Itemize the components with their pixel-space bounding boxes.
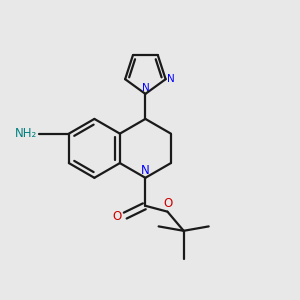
Text: N: N <box>141 164 150 176</box>
Text: N: N <box>142 83 149 93</box>
Text: O: O <box>112 210 122 223</box>
Text: O: O <box>164 197 173 210</box>
Text: N: N <box>167 74 175 83</box>
Text: NH₂: NH₂ <box>15 127 38 140</box>
